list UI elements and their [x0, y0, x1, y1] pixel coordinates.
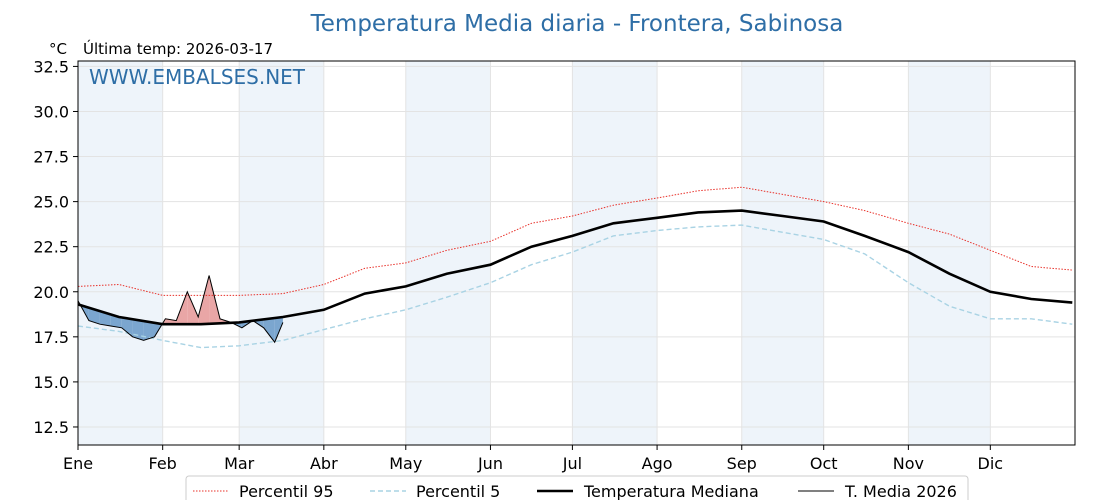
last-update-label: Última temp: 2026-03-17: [83, 39, 273, 58]
x-axis-ticks: Ene Feb Mar Abr May Jun Jul Ago Sep Oct Nov Dic: [63, 445, 1003, 473]
y-tick-label: 20.0: [33, 283, 69, 302]
series-t-media-2026: [77, 275, 284, 344]
month-band: [239, 61, 324, 445]
x-tick-label: Dic: [978, 454, 1004, 473]
month-band: [405, 61, 491, 445]
x-tick-label: May: [389, 454, 422, 473]
x-tick-label: Jun: [477, 454, 503, 473]
x-tick-label: Feb: [149, 454, 177, 473]
x-tick-label: Sep: [727, 454, 757, 473]
unit-label: °C: [49, 40, 67, 58]
y-axis-ticks: 12.5 15.0 17.5 20.0 22.5 25.0 27.5 30.0 32.5: [33, 57, 78, 437]
legend-label-p5: Percentil 5: [416, 482, 500, 500]
y-tick-label: 32.5: [33, 57, 69, 76]
deviation-fill: [143, 321, 155, 341]
series-temperatura-mediana: [77, 209, 1073, 326]
y-tick-label: 15.0: [33, 373, 69, 392]
x-tick-label: Jul: [562, 454, 582, 473]
month-band: [78, 61, 163, 445]
deviation-fill: [88, 307, 100, 325]
legend-box: [185, 475, 969, 500]
legend: Percentil 95 Percentil 5 Temperatura Med…: [185, 475, 969, 500]
grid-lines: [77, 61, 1075, 445]
legend-label-p95: Percentil 95: [239, 482, 334, 500]
series-lines: [77, 186, 1073, 349]
y-tick-label: 17.5: [33, 328, 69, 347]
x-tick-label: Ene: [63, 454, 93, 473]
deviation-fill: [165, 318, 177, 325]
plot-frame: [77, 60, 1076, 446]
month-bands: [78, 61, 991, 445]
month-band: [908, 61, 991, 445]
month-band: [741, 61, 824, 445]
series-percentil-5: [77, 224, 1073, 349]
x-tick-label: Abr: [310, 454, 338, 473]
watermark: WWW.EMBALSES.NET: [89, 65, 306, 89]
deviation-fill: [274, 317, 283, 343]
y-tick-label: 27.5: [33, 148, 69, 167]
y-tick-label: 12.5: [33, 418, 69, 437]
x-tick-label: Oct: [810, 454, 838, 473]
series-percentil-95: [77, 186, 1073, 296]
y-tick-label: 22.5: [33, 238, 69, 257]
deviation-fills: [78, 275, 283, 343]
month-band: [572, 61, 658, 445]
deviation-fill: [187, 291, 199, 325]
chart-title: Temperatura Media diaria - Frontera, Sab…: [310, 11, 844, 37]
deviation-fill: [263, 318, 275, 343]
y-tick-label: 25.0: [33, 193, 69, 212]
legend-label-current: T. Media 2026: [844, 482, 957, 500]
deviation-fill: [121, 317, 133, 337]
legend-label-median: Temperatura Mediana: [583, 482, 759, 500]
x-tick-label: Ago: [642, 454, 673, 473]
x-tick-label: Mar: [224, 454, 255, 473]
x-tick-label: Nov: [893, 454, 924, 473]
y-tick-label: 30.0: [33, 102, 69, 121]
